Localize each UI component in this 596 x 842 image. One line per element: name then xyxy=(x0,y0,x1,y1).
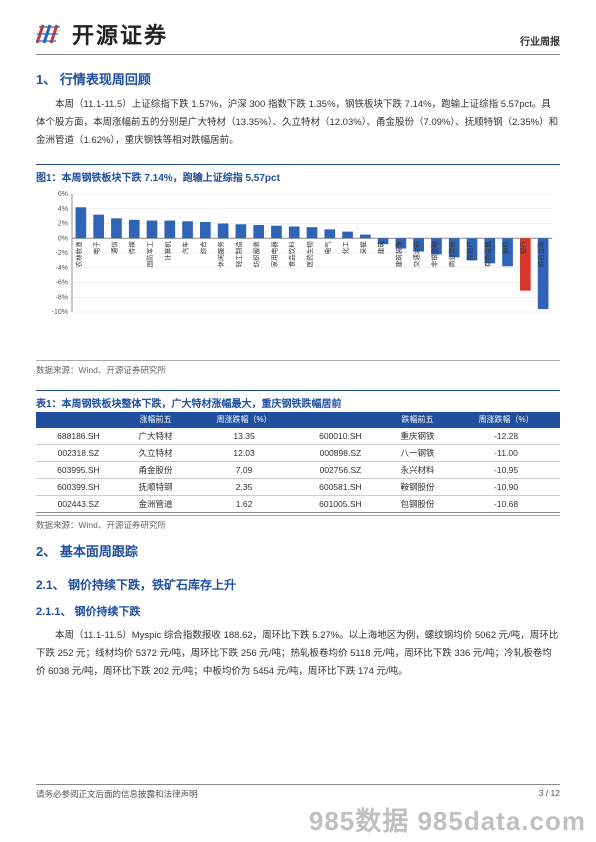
svg-text:-8%: -8% xyxy=(56,294,68,301)
col-pct-down: 周涨跌幅（%） xyxy=(452,412,560,428)
section-2-1-1-title: 2.1.1、 钢价持续下跌 xyxy=(36,603,560,619)
table-cell: -10.90 xyxy=(452,478,560,495)
table-row: 002443.SZ金洲管道1.62601005.SH包钢股份-10.68 xyxy=(36,495,560,512)
figure-1-title: 图1：本周钢铁板块下跌 7.14%，跑输上证综指 5.57pct xyxy=(36,164,560,184)
table-cell: 12.03 xyxy=(190,444,298,461)
col-top5-down: 跌幅前五 xyxy=(383,412,452,428)
table-row: 688186.SH广大特材13.35600010.SH重庆钢铁-12.28 xyxy=(36,428,560,445)
table-cell: 金洲管道 xyxy=(121,495,190,512)
col-top5-up: 涨幅前五 xyxy=(121,412,190,428)
svg-text:非银金融: 非银金融 xyxy=(429,241,438,268)
table-cell: -10.95 xyxy=(452,461,560,478)
svg-text:电子: 电子 xyxy=(92,241,101,255)
svg-text:汽车: 汽车 xyxy=(181,241,190,255)
svg-text:化工: 化工 xyxy=(341,241,350,255)
figure-1-source: 数据来源：Wind、开源证券研究所 xyxy=(36,360,560,376)
table-cell: 600399.SH xyxy=(36,478,121,495)
table-row: 600399.SH抚顺特钢2.35600581.SH鞍钢股份-10.90 xyxy=(36,478,560,495)
table-cell: -12.28 xyxy=(452,428,560,445)
svg-text:商业贸易: 商业贸易 xyxy=(447,241,456,267)
svg-text:6%: 6% xyxy=(58,191,68,198)
section-1-para: 本周（11.1-11.5）上证综指下跌 1.57%，沪深 300 指数下跌 1.… xyxy=(36,96,560,150)
table-cell: 重庆钢铁 xyxy=(383,428,452,445)
figure-1-chart: -10% -8% -6% -4% -2% 0% 2% 4% 6% 农林牧渔电子通信传媒国防军工计算… xyxy=(36,188,560,358)
svg-text:-6%: -6% xyxy=(56,280,68,287)
svg-text:综合: 综合 xyxy=(198,241,207,255)
svg-text:采掘: 采掘 xyxy=(358,241,367,255)
table-cell: 久立特材 xyxy=(121,444,190,461)
table-cell: 永兴材料 xyxy=(383,461,452,478)
svg-text:纺织服装: 纺织服装 xyxy=(252,241,261,268)
company-name: 开源证券 xyxy=(72,18,168,50)
table-cell: 鞍钢股份 xyxy=(383,478,452,495)
doc-type-label: 行业周报 xyxy=(520,33,560,48)
svg-text:国防军工: 国防军工 xyxy=(145,241,154,268)
svg-text:医药生物: 医药生物 xyxy=(305,241,314,268)
svg-text:计算机: 计算机 xyxy=(163,241,172,261)
table-cell: 2.35 xyxy=(190,478,298,495)
table-row: 002318.SZ久立特材12.03000898.SZ八一钢铁-11.00 xyxy=(36,444,560,461)
svg-text:轻工制造: 轻工制造 xyxy=(234,241,243,268)
table-cell: 002443.SZ xyxy=(36,495,121,512)
svg-text:交通运输: 交通运输 xyxy=(412,241,421,268)
company-logo-icon xyxy=(36,21,66,47)
table-cell: 601005.SH xyxy=(298,495,383,512)
svg-text:农林牧渔: 农林牧渔 xyxy=(74,241,83,268)
watermark: 985数据 985data.com xyxy=(309,801,586,838)
svg-text:通信: 通信 xyxy=(109,241,118,255)
svg-text:传媒: 传媒 xyxy=(127,241,136,255)
table-row: 603995.SH甬金股份7.09002756.SZ永兴材料-10.95 xyxy=(36,461,560,478)
svg-text:食品饮料: 食品饮料 xyxy=(287,241,296,268)
section-2-title: 2、 基本面周跟踪 xyxy=(36,541,560,560)
table-cell: 600010.SH xyxy=(298,428,383,445)
table-cell: 603995.SH xyxy=(36,461,121,478)
svg-text:-10%: -10% xyxy=(52,309,68,316)
svg-text:-4%: -4% xyxy=(56,265,68,272)
table-cell: 688186.SH xyxy=(36,428,121,445)
table-row: 涨幅前五 周涨跌幅（%） 跌幅前五 周涨跌幅（%） xyxy=(36,412,560,428)
table-cell: -10.68 xyxy=(452,495,560,512)
page-footer: 请务必参阅正文后面的信息披露和法律声明 3 / 12 xyxy=(36,784,560,800)
table-cell: 002318.SZ xyxy=(36,444,121,461)
table-cell: 包钢股份 xyxy=(383,495,452,512)
svg-text:休闲服务: 休闲服务 xyxy=(216,241,225,268)
table-cell: 13.35 xyxy=(190,428,298,445)
table-1: 涨幅前五 周涨跌幅（%） 跌幅前五 周涨跌幅（%） 688186.SH广大特材1… xyxy=(36,412,560,513)
table-1-source: 数据来源：Wind、开源证券研究所 xyxy=(36,515,560,531)
section-1-title: 1、 行情表现周回顾 xyxy=(36,69,560,88)
svg-text:-2%: -2% xyxy=(56,250,68,257)
table-cell: -11.00 xyxy=(452,444,560,461)
svg-text:钢铁: 钢铁 xyxy=(501,241,510,255)
table-cell: 002756.SZ xyxy=(298,461,383,478)
col-pct-up: 周涨跌幅（%） xyxy=(190,412,298,428)
svg-text:银行: 银行 xyxy=(518,241,527,255)
footer-disclaimer: 请务必参阅正文后面的信息披露和法律声明 xyxy=(36,788,198,800)
table-cell: 600581.SH xyxy=(298,478,383,495)
svg-text:有色金属: 有色金属 xyxy=(483,241,492,267)
svg-text:建筑装饰: 建筑装饰 xyxy=(394,241,403,268)
footer-page-number: 3 / 12 xyxy=(539,788,560,800)
table-cell: 八一钢铁 xyxy=(383,444,452,461)
table-cell: 甬金股份 xyxy=(121,461,190,478)
table-cell: 7.09 xyxy=(190,461,298,478)
logo-block: 开源证券 xyxy=(36,18,168,50)
svg-text:房地产: 房地产 xyxy=(465,241,474,261)
svg-text:综合金融: 综合金融 xyxy=(536,241,545,268)
svg-text:建筑: 建筑 xyxy=(376,241,385,255)
page-header: 开源证券 行业周报 xyxy=(36,18,560,55)
svg-text:0%: 0% xyxy=(58,235,68,242)
svg-text:2%: 2% xyxy=(58,221,68,228)
col-code-up xyxy=(36,412,121,428)
col-code-down xyxy=(298,412,383,428)
section-2-1-title: 2.1、 钢价持续下跌，铁矿石库存上升 xyxy=(36,576,560,593)
table-cell: 广大特材 xyxy=(121,428,190,445)
table-1-title: 表1：本周钢铁板块整体下跌，广大特材涨幅最大，重庆钢铁跌幅居前 xyxy=(36,390,560,410)
svg-text:电气: 电气 xyxy=(323,241,332,255)
svg-text:家用电器: 家用电器 xyxy=(269,241,278,267)
section-2-para: 本周（11.1-11.5）Myspic 综合指数报收 188.62，周环比下跌 … xyxy=(36,627,560,681)
svg-text:4%: 4% xyxy=(58,206,68,213)
table-cell: 1.62 xyxy=(190,495,298,512)
table-cell: 000898.SZ xyxy=(298,444,383,461)
table-cell: 抚顺特钢 xyxy=(121,478,190,495)
